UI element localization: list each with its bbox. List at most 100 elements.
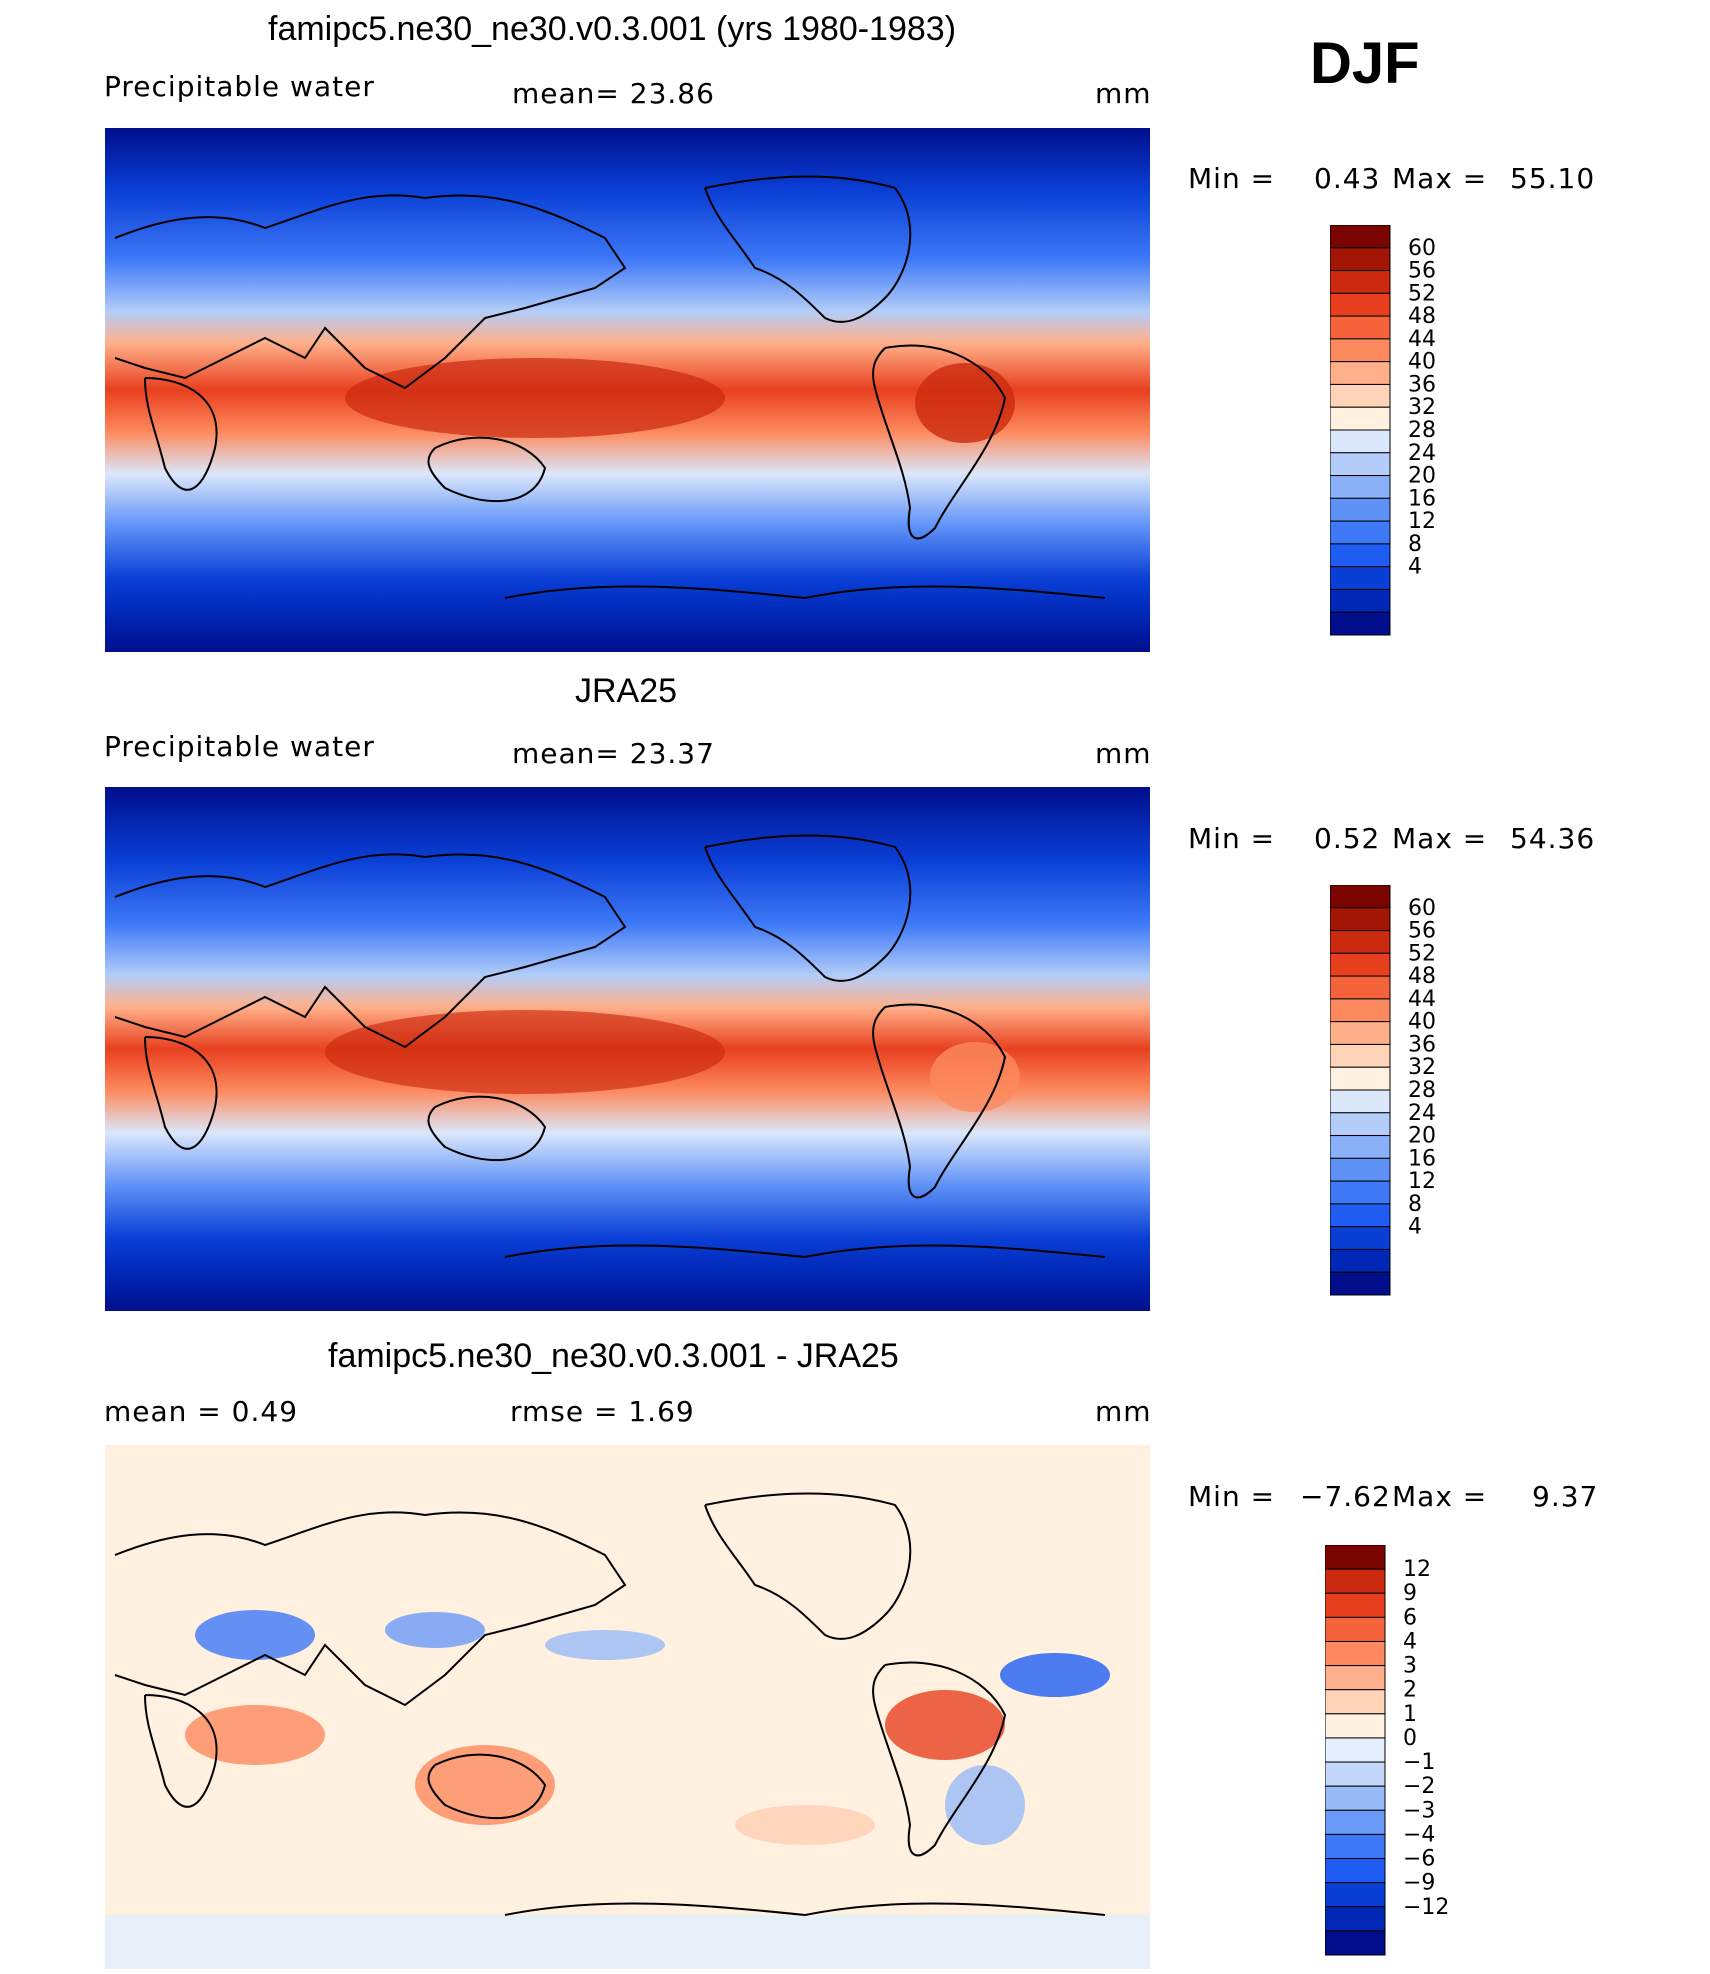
panel-3-colorbar-level: −9 (1403, 1871, 1435, 1896)
season-label: DJF (1310, 31, 1420, 96)
panel-2-colorbar-level: 8 (1408, 1192, 1422, 1217)
panel-1-max-label: Max = (1392, 162, 1488, 195)
panel-3-title: famipc5.ne30_ne30.v0.3.001 - JRA25 (328, 1337, 899, 1375)
panel-1-mean-label: mean= 23.86 (512, 77, 715, 110)
panel-3-colorbar-level: −1 (1403, 1750, 1435, 1775)
panel-2-min-value: 0.52 (1314, 822, 1381, 855)
panel-1-amazon-max (915, 363, 1015, 443)
panel-1-colorbar-level: 56 (1408, 259, 1436, 284)
panel-1-colorbar-level: 24 (1408, 441, 1436, 466)
panel-3-colorbar-level: −2 (1403, 1774, 1435, 1799)
panel-1-colorbar-level: 4 (1408, 555, 1422, 580)
panel-2-colorbar-swatch (1330, 1043, 1391, 1068)
panel-1-colorbar-swatch (1330, 452, 1391, 477)
panel-2-colorbar-level: 48 (1408, 964, 1436, 989)
panel-1-colorbar-level: 32 (1408, 395, 1436, 420)
panel-1-colorbar-level: 60 (1408, 236, 1436, 261)
panel-3-colorbar-swatch (1325, 1785, 1386, 1811)
panel-3-colorbar-swatch (1325, 1906, 1386, 1932)
panel-3-colorbar-swatch (1325, 1882, 1386, 1908)
panel-2-colorbar-swatch (1330, 1180, 1391, 1205)
panel-3-colorbar-level: 2 (1403, 1678, 1417, 1703)
panel-2-colorbar-level: 56 (1408, 919, 1436, 944)
panel-3-colorbar-level: 4 (1403, 1629, 1417, 1654)
panel-2-mean-label: mean= 23.37 (512, 737, 715, 770)
panel-3-coastlines (114, 1492, 1106, 1917)
panel-1-colorbar-level: 48 (1408, 304, 1436, 329)
panel-1-map (105, 128, 1150, 652)
panel-2-colorbar-swatch (1330, 1021, 1391, 1045)
panel-1-colorbar-swatch (1330, 247, 1391, 272)
panel-1-colorbar-swatch (1330, 566, 1391, 590)
panel-3-colorbar-level: −6 (1403, 1847, 1435, 1872)
panel-1-colorbar-level: 44 (1408, 327, 1436, 352)
panel-2-colorbar-level: 24 (1408, 1101, 1436, 1126)
panel-2-colorbar-swatch (1330, 975, 1391, 1000)
panel-2-map (105, 787, 1150, 1311)
panel-1-colorbar-level: 28 (1408, 418, 1436, 443)
panel-1-colorbar-level: 12 (1408, 509, 1436, 534)
panel-2-colorbar-level: 28 (1408, 1078, 1436, 1103)
panel-1-colorbar-swatch (1330, 361, 1391, 385)
panel-3-rmse-label: rmse = 1.69 (510, 1395, 695, 1428)
panel-3-colorbar-swatch (1325, 1592, 1386, 1618)
panel-1-min-value: 0.43 (1314, 162, 1381, 195)
panel-3-colorbar-swatch (1325, 1713, 1386, 1739)
panel-2-colorbar-swatch (1330, 1135, 1391, 1159)
panel-2-min-label: Min = (1188, 822, 1276, 855)
panel-3-units-label: mm (1095, 1395, 1152, 1428)
panel-1-colorbar-level: 36 (1408, 372, 1436, 397)
panel-2-units-label: mm (1095, 737, 1152, 770)
panel-1-colorbar-swatch (1330, 429, 1391, 454)
panel-3-colorbar-level: 3 (1403, 1654, 1417, 1679)
panel-1-colorbar-swatch (1330, 543, 1391, 568)
panel-2-colorbar-swatch (1330, 1203, 1391, 1228)
panel-3-colorbar-swatch (1325, 1689, 1386, 1715)
panel-1-max-value: 55.10 (1510, 162, 1596, 195)
panel-1-min-label: Min = (1188, 162, 1276, 195)
panel-3-colorbar-swatch (1325, 1833, 1386, 1860)
panel-3-min-label: Min = (1188, 1480, 1276, 1513)
panel-2-colorbar-level: 16 (1408, 1146, 1436, 1171)
panel-3-mean-label: mean = 0.49 (104, 1395, 299, 1428)
panel-3-colorbar-level: 1 (1403, 1702, 1417, 1727)
panel-1-colorbar-level: 52 (1408, 281, 1436, 306)
panel-3-colorbar-level: 0 (1403, 1726, 1417, 1751)
panel-1-colorbar-swatch (1330, 497, 1391, 522)
panel-1-colorbar-level: 20 (1408, 464, 1436, 489)
panel-1-colorbar-swatch (1330, 315, 1391, 340)
panel-1-title: famipc5.ne30_ne30.v0.3.001 (yrs 1980-198… (268, 10, 957, 48)
panel-2-colorbar-level: 20 (1408, 1124, 1436, 1149)
panel-2-colorbar-swatch (1330, 998, 1391, 1023)
panel-2-max-label: Max = (1392, 822, 1488, 855)
panel-3-colorbar-swatch (1325, 1809, 1386, 1835)
panel-2-colorbar-swatch (1330, 1248, 1391, 1273)
panel-3-colorbar-swatch (1325, 1761, 1386, 1787)
panel-2-amazon-max (930, 1042, 1020, 1112)
panel-1-colorbar-swatch (1330, 520, 1391, 545)
panel-1-colorbar-level: 8 (1408, 532, 1422, 557)
panel-3-colorbar-swatch (1325, 1858, 1386, 1884)
panel-2-colorbar-level: 32 (1408, 1055, 1436, 1080)
panel-2-variable-label: Precipitable water (104, 730, 375, 763)
panel-2-colorbar-swatch (1330, 1112, 1391, 1137)
panel-3-colorbar-swatch (1325, 1545, 1386, 1570)
panel-1-colorbar-swatch (1330, 588, 1391, 613)
panel-2-colorbar-swatch (1330, 907, 1391, 932)
panel-2-colorbar-level: 60 (1408, 896, 1436, 921)
panel-1-colorbar-swatch (1330, 270, 1391, 294)
panel-3-map (105, 1445, 1150, 1969)
panel-2-colorbar-swatch (1330, 1089, 1391, 1114)
panel-2-colorbar-swatch (1330, 885, 1391, 909)
panel-1-colorbar-swatch (1330, 338, 1391, 363)
panel-2-colorbar-level: 4 (1408, 1215, 1422, 1240)
panel-3-max-label: Max = (1392, 1480, 1488, 1513)
panel-3-max-value: 9.37 (1532, 1480, 1599, 1513)
panel-1-units-label: mm (1095, 77, 1152, 110)
panel-1-colorbar-swatch (1330, 406, 1391, 431)
panel-2-colorbar-swatch (1330, 952, 1391, 977)
panel-2-colorbar-level: 36 (1408, 1032, 1436, 1057)
panel-3-min-value: −7.62 (1300, 1480, 1391, 1513)
panel-2-colorbar-swatch (1330, 1157, 1391, 1182)
